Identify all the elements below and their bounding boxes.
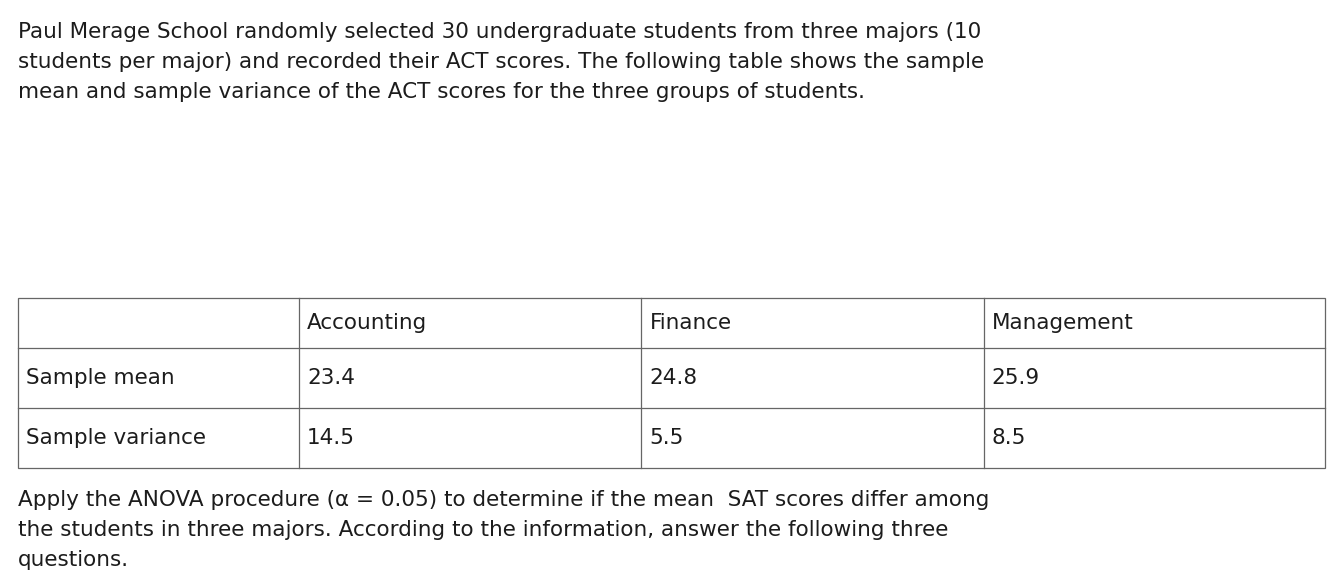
Text: Management: Management bbox=[992, 313, 1134, 333]
Text: 8.5: 8.5 bbox=[992, 428, 1027, 448]
Text: Paul Merage School randomly selected 30 undergraduate students from three majors: Paul Merage School randomly selected 30 … bbox=[17, 22, 984, 102]
Text: 14.5: 14.5 bbox=[307, 428, 356, 448]
Text: Sample mean: Sample mean bbox=[25, 368, 174, 388]
Text: 5.5: 5.5 bbox=[650, 428, 684, 448]
Text: Finance: Finance bbox=[650, 313, 731, 333]
Text: 24.8: 24.8 bbox=[650, 368, 698, 388]
Text: Accounting: Accounting bbox=[307, 313, 427, 333]
Text: 25.9: 25.9 bbox=[992, 368, 1040, 388]
Text: Sample variance: Sample variance bbox=[25, 428, 207, 448]
Text: Apply the ANOVA procedure (α = 0.05) to determine if the mean  SAT scores differ: Apply the ANOVA procedure (α = 0.05) to … bbox=[17, 490, 989, 570]
Bar bbox=[17, 298, 1325, 468]
Text: 23.4: 23.4 bbox=[307, 368, 356, 388]
